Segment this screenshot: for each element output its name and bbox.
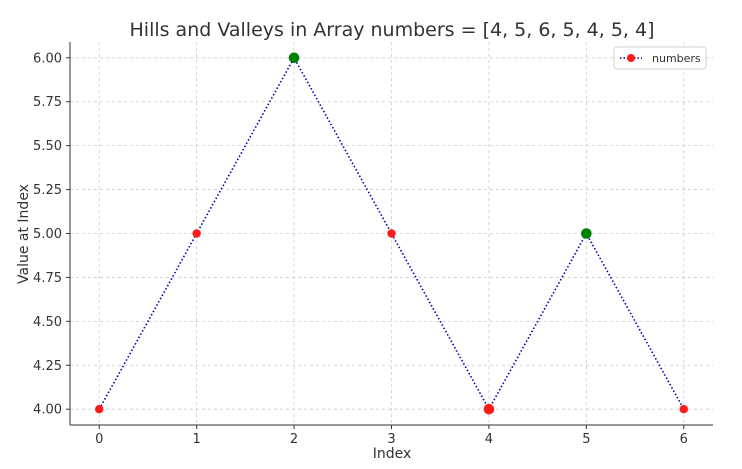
y-tick-label-4.75: 4.75 xyxy=(33,271,62,286)
legend-marker-swatch xyxy=(627,54,635,62)
x-tick-label-3: 3 xyxy=(387,432,395,447)
legend-box xyxy=(613,46,707,70)
legend: numbers xyxy=(613,46,707,70)
x-tick-label-4: 4 xyxy=(485,432,493,447)
tick-labels: 0 1 2 3 4 5 6 4.00 4.25 4.50 4.75 5.00 5.25 5.50 5.75 6… xyxy=(33,51,688,447)
y-tick-label-5.75: 5.75 xyxy=(33,95,62,110)
valley-point-0 xyxy=(483,403,495,415)
y-tick-label-4.50: 4.50 xyxy=(33,315,62,330)
x-tick-label-5: 5 xyxy=(582,432,590,447)
x-axis-label: Index xyxy=(373,446,412,462)
y-tick-label-5.00: 5.00 xyxy=(33,227,62,242)
x-tick-label-2: 2 xyxy=(290,432,298,447)
y-axis-label: Value at Index xyxy=(16,184,32,284)
legend-label: numbers xyxy=(652,52,701,65)
data-point-0 xyxy=(95,404,104,414)
chart-title: Hills and Valleys in Array numbers = [4,… xyxy=(130,19,655,41)
y-tick-label-6.00: 6.00 xyxy=(33,51,62,66)
y-tick-label-5.25: 5.25 xyxy=(33,183,62,198)
x-tick-label-0: 0 xyxy=(95,432,103,447)
x-tick-label-6: 6 xyxy=(680,432,688,447)
hill-point-0 xyxy=(288,52,300,64)
hill-point-1 xyxy=(581,228,592,239)
x-tick-label-1: 1 xyxy=(193,432,201,447)
grid-lines xyxy=(70,42,713,425)
y-tick-label-4.25: 4.25 xyxy=(33,359,62,374)
y-tick-label-5.50: 5.50 xyxy=(33,139,62,154)
data-point-1 xyxy=(192,229,201,238)
data-point-3 xyxy=(387,229,396,238)
y-tick-label-4.00: 4.00 xyxy=(33,403,62,418)
data-points xyxy=(95,52,688,415)
data-point-6 xyxy=(679,404,688,414)
